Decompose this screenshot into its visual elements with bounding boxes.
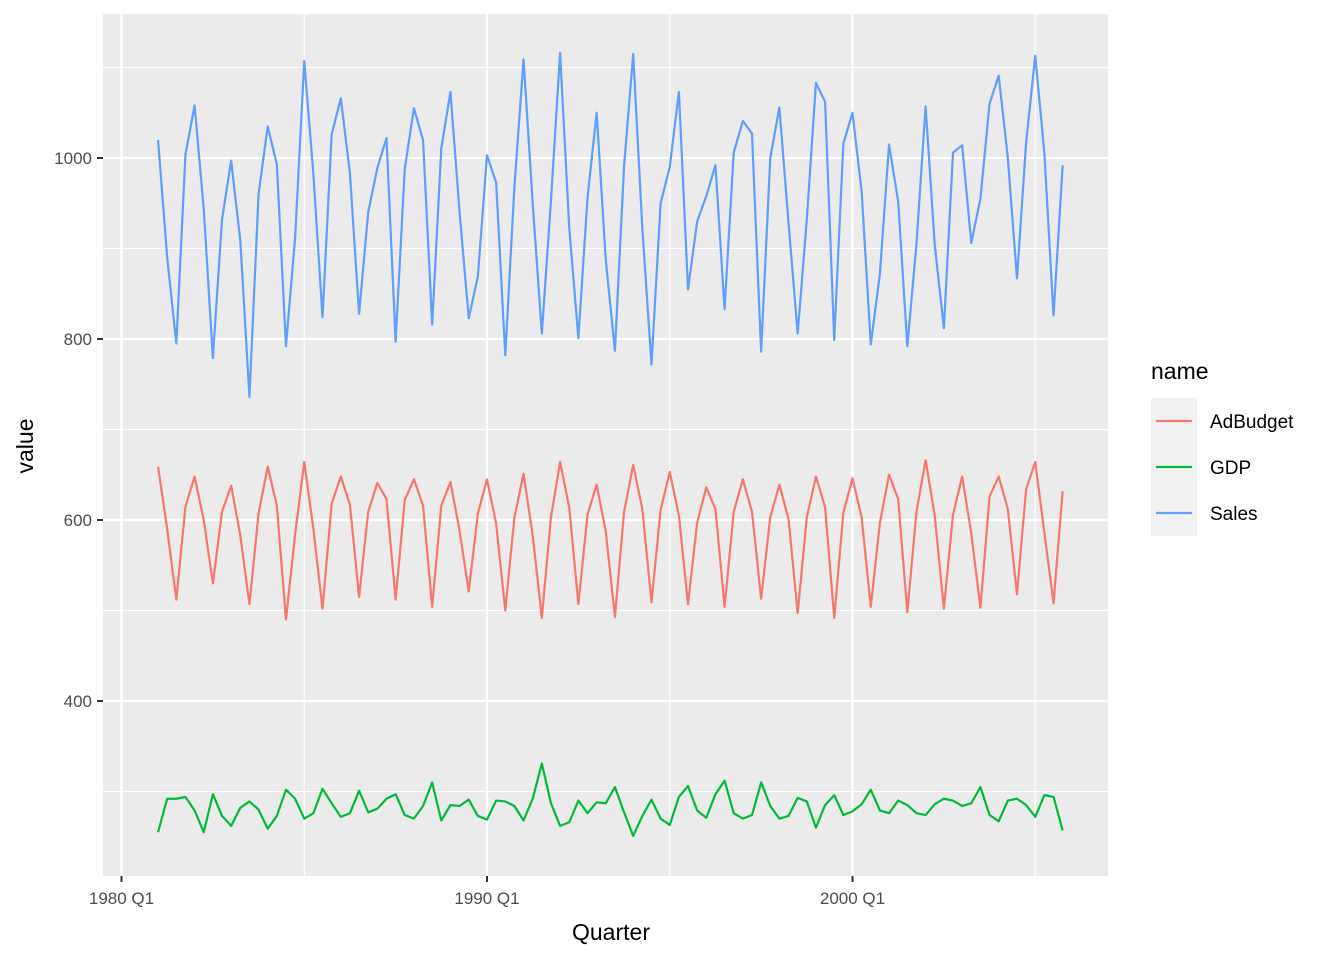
y-tick-label: 600 (64, 511, 92, 530)
x-tick-label: 1990 Q1 (454, 889, 519, 908)
series-line-sales (156, 51, 1064, 399)
legend-label-sales: Sales (1210, 504, 1258, 525)
series-line-adbudget (156, 459, 1064, 621)
panel-background (103, 14, 1108, 876)
y-axis: 400 600 800 1000 (54, 149, 103, 711)
series-line-gdp (156, 762, 1064, 837)
y-axis-title: value (12, 419, 38, 474)
y-tick-label: 400 (64, 692, 92, 711)
x-axis-title: Quarter (572, 919, 650, 945)
legend-label-gdp: GDP (1210, 458, 1251, 479)
x-tick-label: 1980 Q1 (89, 889, 154, 908)
legend: name AdBudget GDP Sales (1151, 358, 1294, 536)
y-tick-label: 800 (64, 330, 92, 349)
legend-label-adbudget: AdBudget (1210, 412, 1294, 433)
legend-title: name (1151, 358, 1209, 384)
series-lines (156, 51, 1064, 837)
y-tick-label: 1000 (54, 149, 92, 168)
x-axis: 1980 Q1 1990 Q1 2000 Q1 (89, 876, 885, 908)
x-tick-label: 2000 Q1 (820, 889, 885, 908)
